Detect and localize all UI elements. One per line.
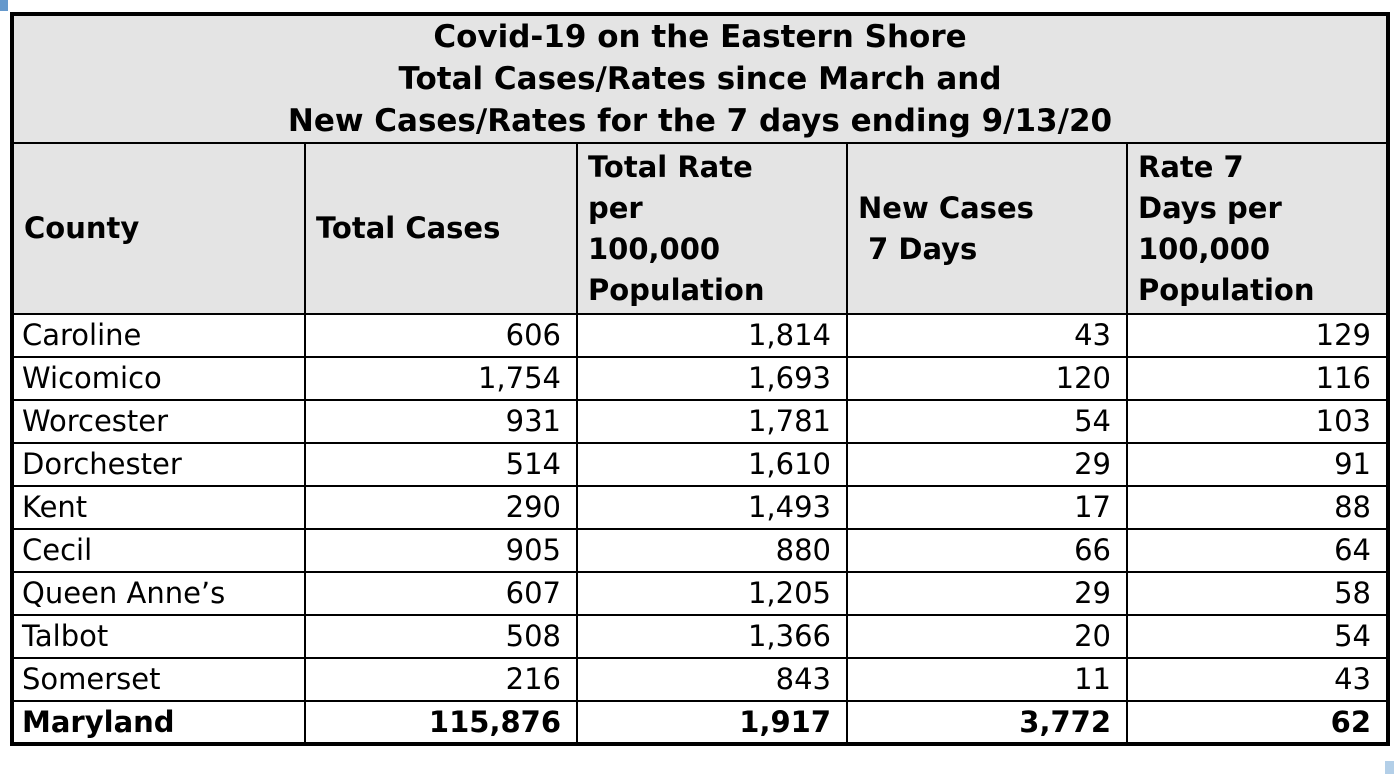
screen-corner-artifact-top-left xyxy=(0,0,8,11)
cell-total-cases: 905 xyxy=(304,528,578,573)
cell-new-cases-7-days: 3,772 xyxy=(846,700,1128,745)
table-row-caroline: Caroline 606 1,814 43 129 xyxy=(11,313,1389,358)
cell-county: Queen Anne’s xyxy=(11,571,306,616)
cell-county: Wicomico xyxy=(11,356,306,401)
cell-total-rate: 1,781 xyxy=(576,399,848,444)
table-row-worcester: Worcester 931 1,781 54 103 xyxy=(11,399,1389,444)
cell-new-cases-7-days: 54 xyxy=(846,399,1128,444)
table-row-talbot: Talbot 508 1,366 20 54 xyxy=(11,614,1389,659)
cell-new-cases-7-days: 11 xyxy=(846,657,1128,702)
table-title: Covid-19 on the Eastern Shore Total Case… xyxy=(11,13,1389,144)
cell-rate-7-days: 58 xyxy=(1126,571,1389,616)
cell-total-cases: 1,754 xyxy=(304,356,578,401)
table-row-somerset: Somerset 216 843 11 43 xyxy=(11,657,1389,702)
cell-total-cases: 606 xyxy=(304,313,578,358)
cell-rate-7-days: 62 xyxy=(1126,700,1389,745)
cell-rate-7-days: 43 xyxy=(1126,657,1389,702)
table-row-maryland-total: Maryland 115,876 1,917 3,772 62 xyxy=(11,700,1389,745)
column-header-new-cases-7-days: New Cases 7 Days xyxy=(846,142,1128,315)
table-title-row: Covid-19 on the Eastern Shore Total Case… xyxy=(11,13,1389,144)
cell-county: Somerset xyxy=(11,657,306,702)
cell-rate-7-days: 103 xyxy=(1126,399,1389,444)
covid-eastern-shore-table: Covid-19 on the Eastern Shore Total Case… xyxy=(10,12,1390,746)
table-row-queen-annes: Queen Anne’s 607 1,205 29 58 xyxy=(11,571,1389,616)
column-header-rate-7-days: Rate 7 Days per 100,000 Population xyxy=(1126,142,1389,315)
cell-county: Dorchester xyxy=(11,442,306,487)
cell-total-rate: 1,493 xyxy=(576,485,848,530)
cell-total-rate: 1,917 xyxy=(576,700,848,745)
cell-rate-7-days: 88 xyxy=(1126,485,1389,530)
cell-total-rate: 1,814 xyxy=(576,313,848,358)
column-header-county: County xyxy=(11,142,306,315)
cell-county: Kent xyxy=(11,485,306,530)
cell-new-cases-7-days: 66 xyxy=(846,528,1128,573)
cell-total-cases: 216 xyxy=(304,657,578,702)
table-header-row: County Total Cases Total Rate per 100,00… xyxy=(11,142,1389,315)
cell-new-cases-7-days: 120 xyxy=(846,356,1128,401)
cell-county: Worcester xyxy=(11,399,306,444)
column-header-total-rate: Total Rate per 100,000 Population xyxy=(576,142,848,315)
cell-rate-7-days: 116 xyxy=(1126,356,1389,401)
cell-total-cases: 607 xyxy=(304,571,578,616)
cell-total-rate: 1,610 xyxy=(576,442,848,487)
cell-total-cases: 931 xyxy=(304,399,578,444)
cell-new-cases-7-days: 20 xyxy=(846,614,1128,659)
cell-new-cases-7-days: 29 xyxy=(846,442,1128,487)
cell-new-cases-7-days: 29 xyxy=(846,571,1128,616)
cell-new-cases-7-days: 17 xyxy=(846,485,1128,530)
cell-rate-7-days: 129 xyxy=(1126,313,1389,358)
cell-total-rate: 880 xyxy=(576,528,848,573)
cell-county: Cecil xyxy=(11,528,306,573)
cell-total-cases: 290 xyxy=(304,485,578,530)
cell-county: Maryland xyxy=(11,700,306,745)
table-row-kent: Kent 290 1,493 17 88 xyxy=(11,485,1389,530)
cell-total-cases: 115,876 xyxy=(304,700,578,745)
cell-total-rate: 1,366 xyxy=(576,614,848,659)
cell-total-cases: 514 xyxy=(304,442,578,487)
table-row-dorchester: Dorchester 514 1,610 29 91 xyxy=(11,442,1389,487)
cell-rate-7-days: 54 xyxy=(1126,614,1389,659)
cell-total-rate: 1,205 xyxy=(576,571,848,616)
table-row-cecil: Cecil 905 880 66 64 xyxy=(11,528,1389,573)
column-header-total-cases: Total Cases xyxy=(304,142,578,315)
cell-rate-7-days: 64 xyxy=(1126,528,1389,573)
cell-county: Talbot xyxy=(11,614,306,659)
table-row-wicomico: Wicomico 1,754 1,693 120 116 xyxy=(11,356,1389,401)
cell-county: Caroline xyxy=(11,313,306,358)
cell-rate-7-days: 91 xyxy=(1126,442,1389,487)
cell-new-cases-7-days: 43 xyxy=(846,313,1128,358)
cell-total-rate: 843 xyxy=(576,657,848,702)
screen-corner-artifact-bottom-right xyxy=(1385,761,1394,774)
cell-total-rate: 1,693 xyxy=(576,356,848,401)
cell-total-cases: 508 xyxy=(304,614,578,659)
